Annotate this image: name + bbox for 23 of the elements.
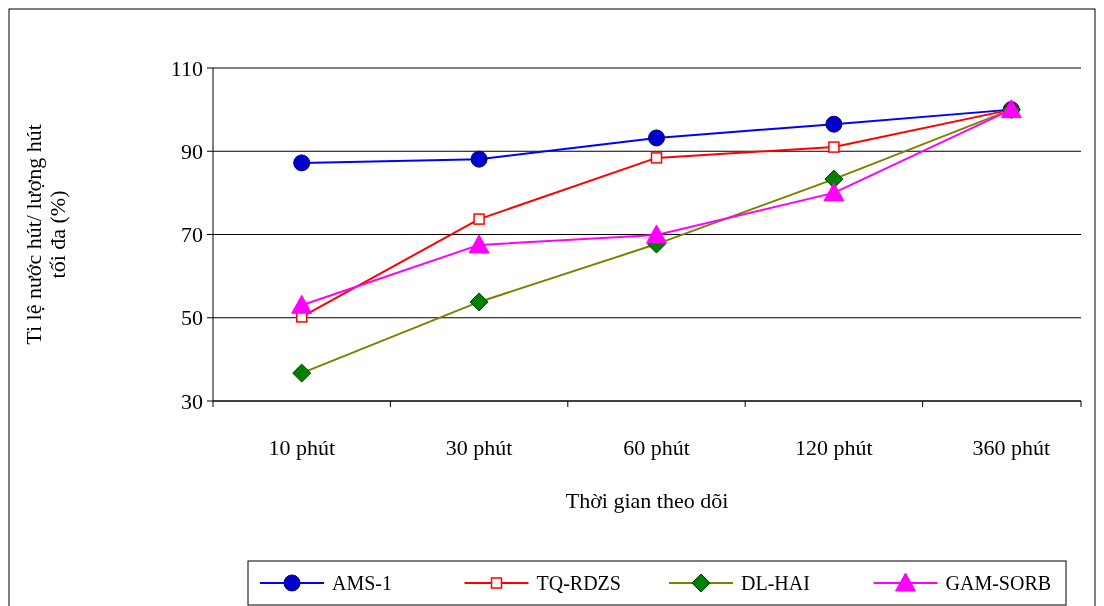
x-axis-title: Thời gian theo dõi [565, 488, 729, 513]
legend-label: GAM-SORB [945, 572, 1052, 594]
x-tick-label: 10 phút [268, 435, 336, 460]
legend-label: DL-HAI [741, 572, 810, 594]
x-tick-label: 360 phút [972, 435, 1051, 460]
legend-label: TQ-RDZS [536, 572, 621, 594]
y-tick-label: 50 [181, 305, 203, 331]
point [646, 224, 667, 244]
point [823, 182, 845, 202]
point [468, 234, 490, 254]
point [828, 141, 840, 153]
y-tick-label: 90 [181, 138, 203, 164]
point [291, 294, 313, 314]
point [473, 213, 485, 225]
x-tick-label: 120 phút [795, 435, 873, 460]
x-tick-label: 60 phút [623, 435, 690, 460]
legend-label: AMS-1 [332, 572, 393, 594]
y-tick-label: 70 [181, 222, 203, 248]
y-tick-label: 30 [181, 388, 203, 414]
point [650, 152, 663, 164]
x-tick-label: 30 phút [445, 435, 513, 460]
y-tick-label: 110 [170, 55, 203, 81]
y-axis-title: Ti lệ nước hút/ lượng hút tối đa (%) [20, 124, 71, 345]
